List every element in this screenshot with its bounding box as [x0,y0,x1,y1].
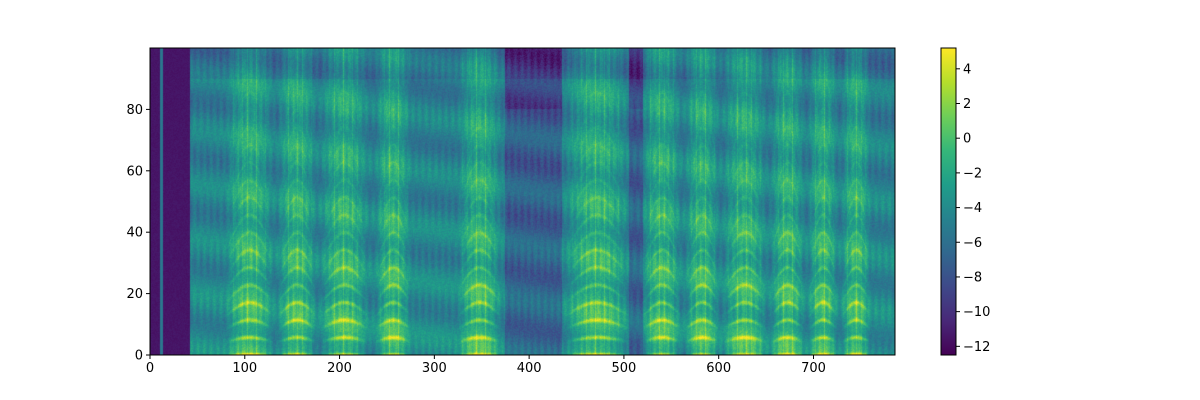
x-tick-label: 500 [612,361,637,376]
colorbar-tick-label: −6 [963,236,982,251]
colorbar-tick-label: 2 [963,97,971,112]
colorbar-tick-label: −4 [963,201,982,216]
y-tick-label: 80 [126,103,143,118]
colorbar-tick-label: 0 [963,132,971,147]
x-tick-label: 700 [801,361,826,376]
x-axis: 0 100 200 300 400 500 600 700 [146,355,826,376]
colorbar-frame [940,47,957,356]
x-tick-label: 600 [706,361,731,376]
colorbar-tick-label: 4 [963,62,971,77]
x-tick-label: 400 [517,361,542,376]
y-axis: 0 20 40 60 80 [126,103,150,364]
y-tick-label: 40 [126,226,143,241]
y-tick-label: 60 [126,164,143,179]
x-tick-label: 300 [422,361,447,376]
x-tick-label: 100 [232,361,257,376]
colorbar-tick-label: −12 [963,340,990,355]
spectrogram-heatmap [150,48,895,355]
y-tick-label: 0 [135,349,143,364]
colorbar: 4 2 0 −2 −4 −6 −8 −10 −12 [940,47,990,356]
x-tick-label: 200 [327,361,352,376]
y-tick-label: 20 [126,287,143,302]
colorbar-gradient [941,48,956,355]
colorbar-tick-label: −2 [963,166,982,181]
plot-frame [149,47,896,356]
plot-area [149,47,896,356]
colorbar-ticks: 4 2 0 −2 −4 −6 −8 −10 −12 [956,62,990,355]
colorbar-tick-label: −8 [963,270,982,285]
x-tick-label: 0 [146,361,154,376]
colorbar-tick-label: −10 [963,305,990,320]
